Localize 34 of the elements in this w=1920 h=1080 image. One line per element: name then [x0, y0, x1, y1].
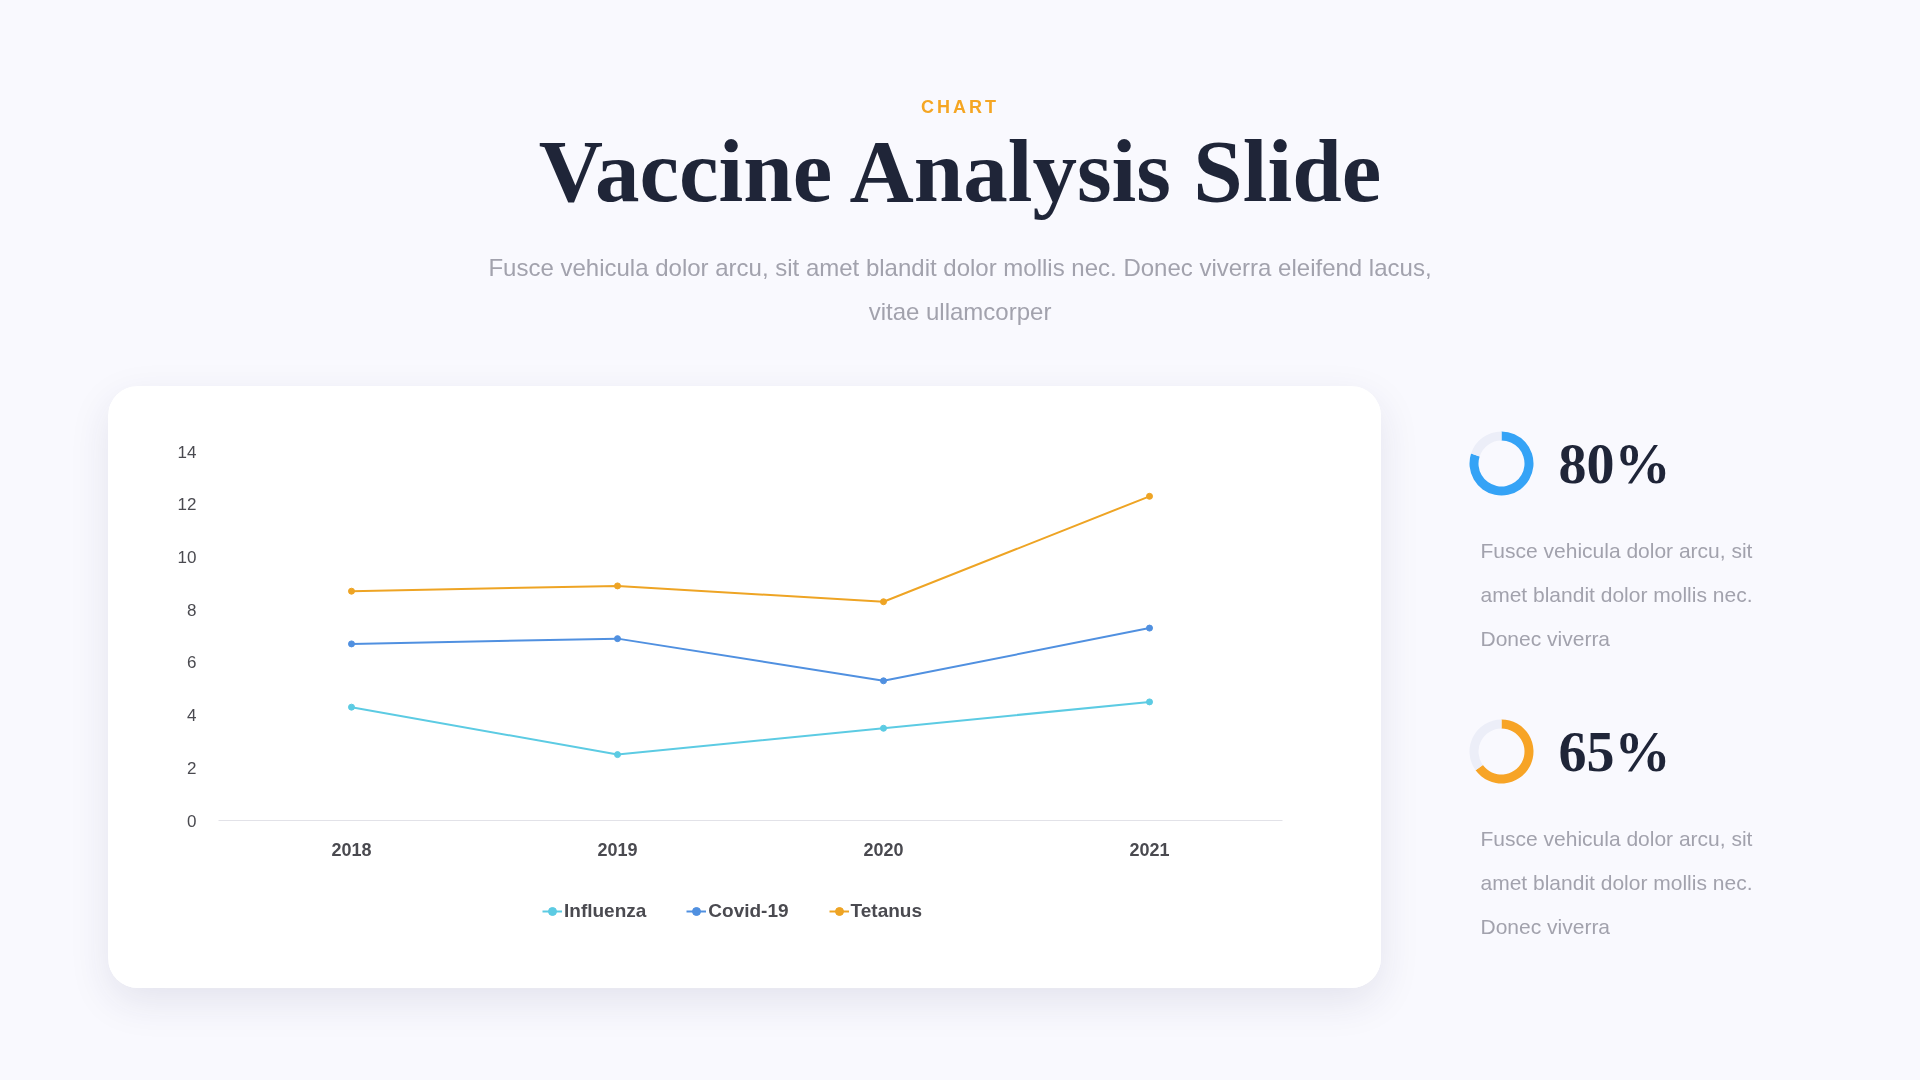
point — [880, 724, 887, 732]
point — [880, 598, 887, 606]
point — [614, 635, 621, 643]
point — [1146, 624, 1153, 632]
y-tick-label: 14 — [177, 442, 197, 462]
legend-label: Influenza — [564, 900, 647, 922]
text: Fusce vehicula dolor arcu, sit amet blandit dolor mollis nec. Donec viverra — [1480, 827, 1753, 938]
legend-label: Tetanus — [850, 900, 923, 922]
x-tick-label: 2018 — [331, 839, 372, 860]
x-tick-label: 2020 — [863, 839, 904, 860]
x-tick-label: 2021 — [1129, 839, 1170, 860]
y-tick-label: 12 — [177, 495, 197, 515]
text: CHART — [920, 96, 1000, 118]
legend-label: Covid-19 — [708, 900, 789, 922]
text: Fusce vehicula dolor arcu, sit amet blandit dolor mollis nec. Donec viverra — [1480, 539, 1753, 650]
point — [614, 582, 621, 590]
point — [348, 640, 355, 648]
y-tick-label: 6 — [187, 653, 197, 673]
y-tick-label: 10 — [177, 547, 197, 567]
data-label: 80% — [1558, 432, 1671, 495]
point — [1146, 492, 1153, 500]
y-tick-label: 4 — [187, 706, 197, 726]
data-label: 65% — [1558, 720, 1671, 783]
point — [348, 587, 355, 595]
y-tick-label: 2 — [187, 758, 197, 778]
chart-title: Vaccine Analysis Slide — [537, 122, 1383, 220]
point — [1146, 698, 1153, 706]
point — [614, 751, 621, 759]
chart-subtitle: Fusce vehicula dolor arcu, sit amet blandit dolor mollis nec. Donec viverra eleifend lacus, vitae ullamcorper — [487, 253, 1433, 327]
point — [348, 703, 355, 711]
y-tick-label: 8 — [187, 600, 197, 620]
point — [880, 677, 887, 685]
y-tick-label: 0 — [187, 811, 197, 831]
x-tick-label: 2019 — [597, 839, 638, 860]
